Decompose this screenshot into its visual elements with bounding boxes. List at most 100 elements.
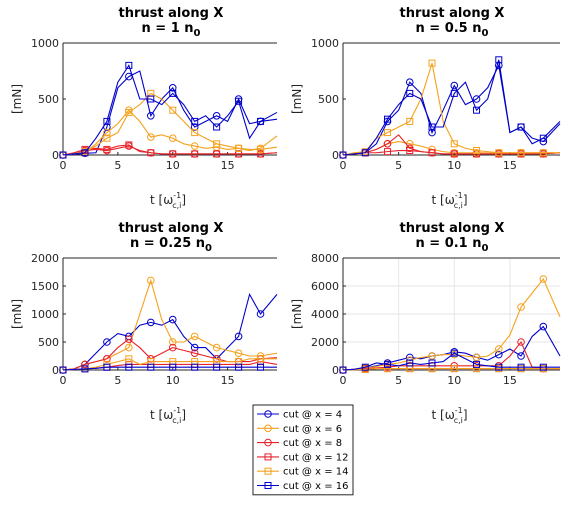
data-point (384, 148, 392, 156)
data-point (103, 145, 111, 153)
y-tick-label: 1000 (31, 308, 59, 321)
data-point (539, 363, 547, 371)
chart-subtitle: n = 0.1 n0 (416, 236, 489, 254)
data-point (191, 129, 199, 137)
series-line-6 (342, 352, 560, 371)
legend-marker (264, 410, 272, 418)
series-line-1 (342, 325, 561, 371)
data-point (146, 318, 155, 327)
data-point (257, 145, 265, 153)
y-tick-label: 1000 (311, 37, 339, 50)
data-point (190, 349, 199, 358)
data-point (103, 355, 111, 363)
data-point (256, 310, 265, 318)
chart-title: thrust along X (119, 221, 224, 236)
legend-label: cut @ x = 14 (283, 467, 349, 478)
data-point (406, 359, 414, 367)
data-point (539, 149, 547, 157)
data-point (168, 134, 177, 142)
legend-marker (264, 424, 272, 433)
data-point (213, 123, 221, 131)
series-line-6 (342, 59, 561, 156)
legend-label: cut @ x = 4 (283, 410, 342, 421)
legend-marker (264, 467, 272, 475)
data-point (146, 276, 155, 285)
x-tick-label: 10 (447, 159, 461, 172)
x-tick-label: 10 (166, 159, 180, 172)
chart-subtitle: n = 0.25 n0 (130, 236, 212, 254)
x-tick-label: 0 (60, 159, 67, 172)
data-point (517, 352, 525, 360)
x-tick-label: 15 (503, 374, 517, 387)
series-line-5 (62, 358, 277, 371)
y-tick-label: 500 (38, 93, 59, 106)
data-point (517, 303, 525, 311)
data-point (103, 117, 111, 125)
data-point (539, 134, 547, 142)
x-tick-label: 0 (340, 159, 347, 172)
y-axis-label: [mN] (290, 299, 304, 329)
series-line-2 (62, 278, 278, 371)
data-point (147, 95, 155, 103)
y-tick-label: 500 (38, 336, 59, 349)
data-point (190, 332, 199, 341)
data-point (169, 89, 177, 97)
data-point (517, 338, 525, 346)
data-point (213, 150, 221, 158)
y-tick-label: 1000 (31, 37, 59, 50)
y-tick-label: 4000 (311, 308, 339, 321)
data-point (384, 115, 392, 123)
data-point (473, 365, 481, 373)
series-line-5 (62, 92, 278, 156)
data-point (339, 151, 347, 159)
chart-subtitle: n = 0.5 n0 (416, 21, 489, 39)
data-point (495, 363, 503, 371)
data-point (235, 97, 243, 105)
x-tick-label: 15 (221, 159, 235, 172)
data-point (428, 149, 436, 157)
data-point (103, 338, 111, 346)
legend-label: cut @ x = 12 (283, 452, 349, 463)
chart-title: thrust along X (400, 221, 505, 236)
data-point (146, 133, 155, 141)
data-point (125, 108, 133, 116)
data-point (191, 117, 199, 125)
data-point (103, 363, 111, 371)
data-point (517, 149, 525, 157)
x-axis-label: t [ω-1 c,i] (432, 406, 468, 425)
data-point (191, 363, 199, 371)
data-point (125, 355, 133, 363)
data-point (81, 365, 89, 373)
data-point (473, 360, 481, 368)
data-point (406, 147, 414, 155)
x-tick-label: 5 (395, 374, 402, 387)
series-line-5 (342, 62, 560, 156)
data-point (81, 360, 89, 369)
data-point (125, 363, 133, 371)
x-tick-label: 0 (60, 374, 67, 387)
data-point (495, 56, 503, 64)
chart-title: thrust along X (119, 6, 224, 21)
y-axis-label: [mN] (10, 299, 24, 329)
chart-title: thrust along X (400, 6, 505, 21)
data-point (235, 144, 243, 152)
chart-panel-3: 0 5 10 15 0 500 1000 1500 2000 thrust along Xn = … (10, 221, 278, 425)
y-tick-label: 500 (318, 93, 339, 106)
legend-entry: cut @ x = 16 (257, 481, 349, 492)
data-point (384, 360, 392, 368)
legend-box (252, 404, 354, 496)
data-point (125, 343, 133, 352)
data-point (472, 353, 481, 362)
y-tick-label: 2000 (31, 252, 59, 265)
data-point (383, 140, 392, 148)
series-line-6 (62, 366, 277, 371)
y-tick-label: 0 (52, 149, 59, 162)
x-tick-label: 0 (340, 374, 347, 387)
data-point (539, 322, 548, 331)
data-point (473, 147, 481, 155)
y-axis-label: [mN] (290, 84, 304, 114)
data-point (59, 151, 67, 159)
data-point (81, 149, 89, 157)
data-point (234, 332, 243, 341)
